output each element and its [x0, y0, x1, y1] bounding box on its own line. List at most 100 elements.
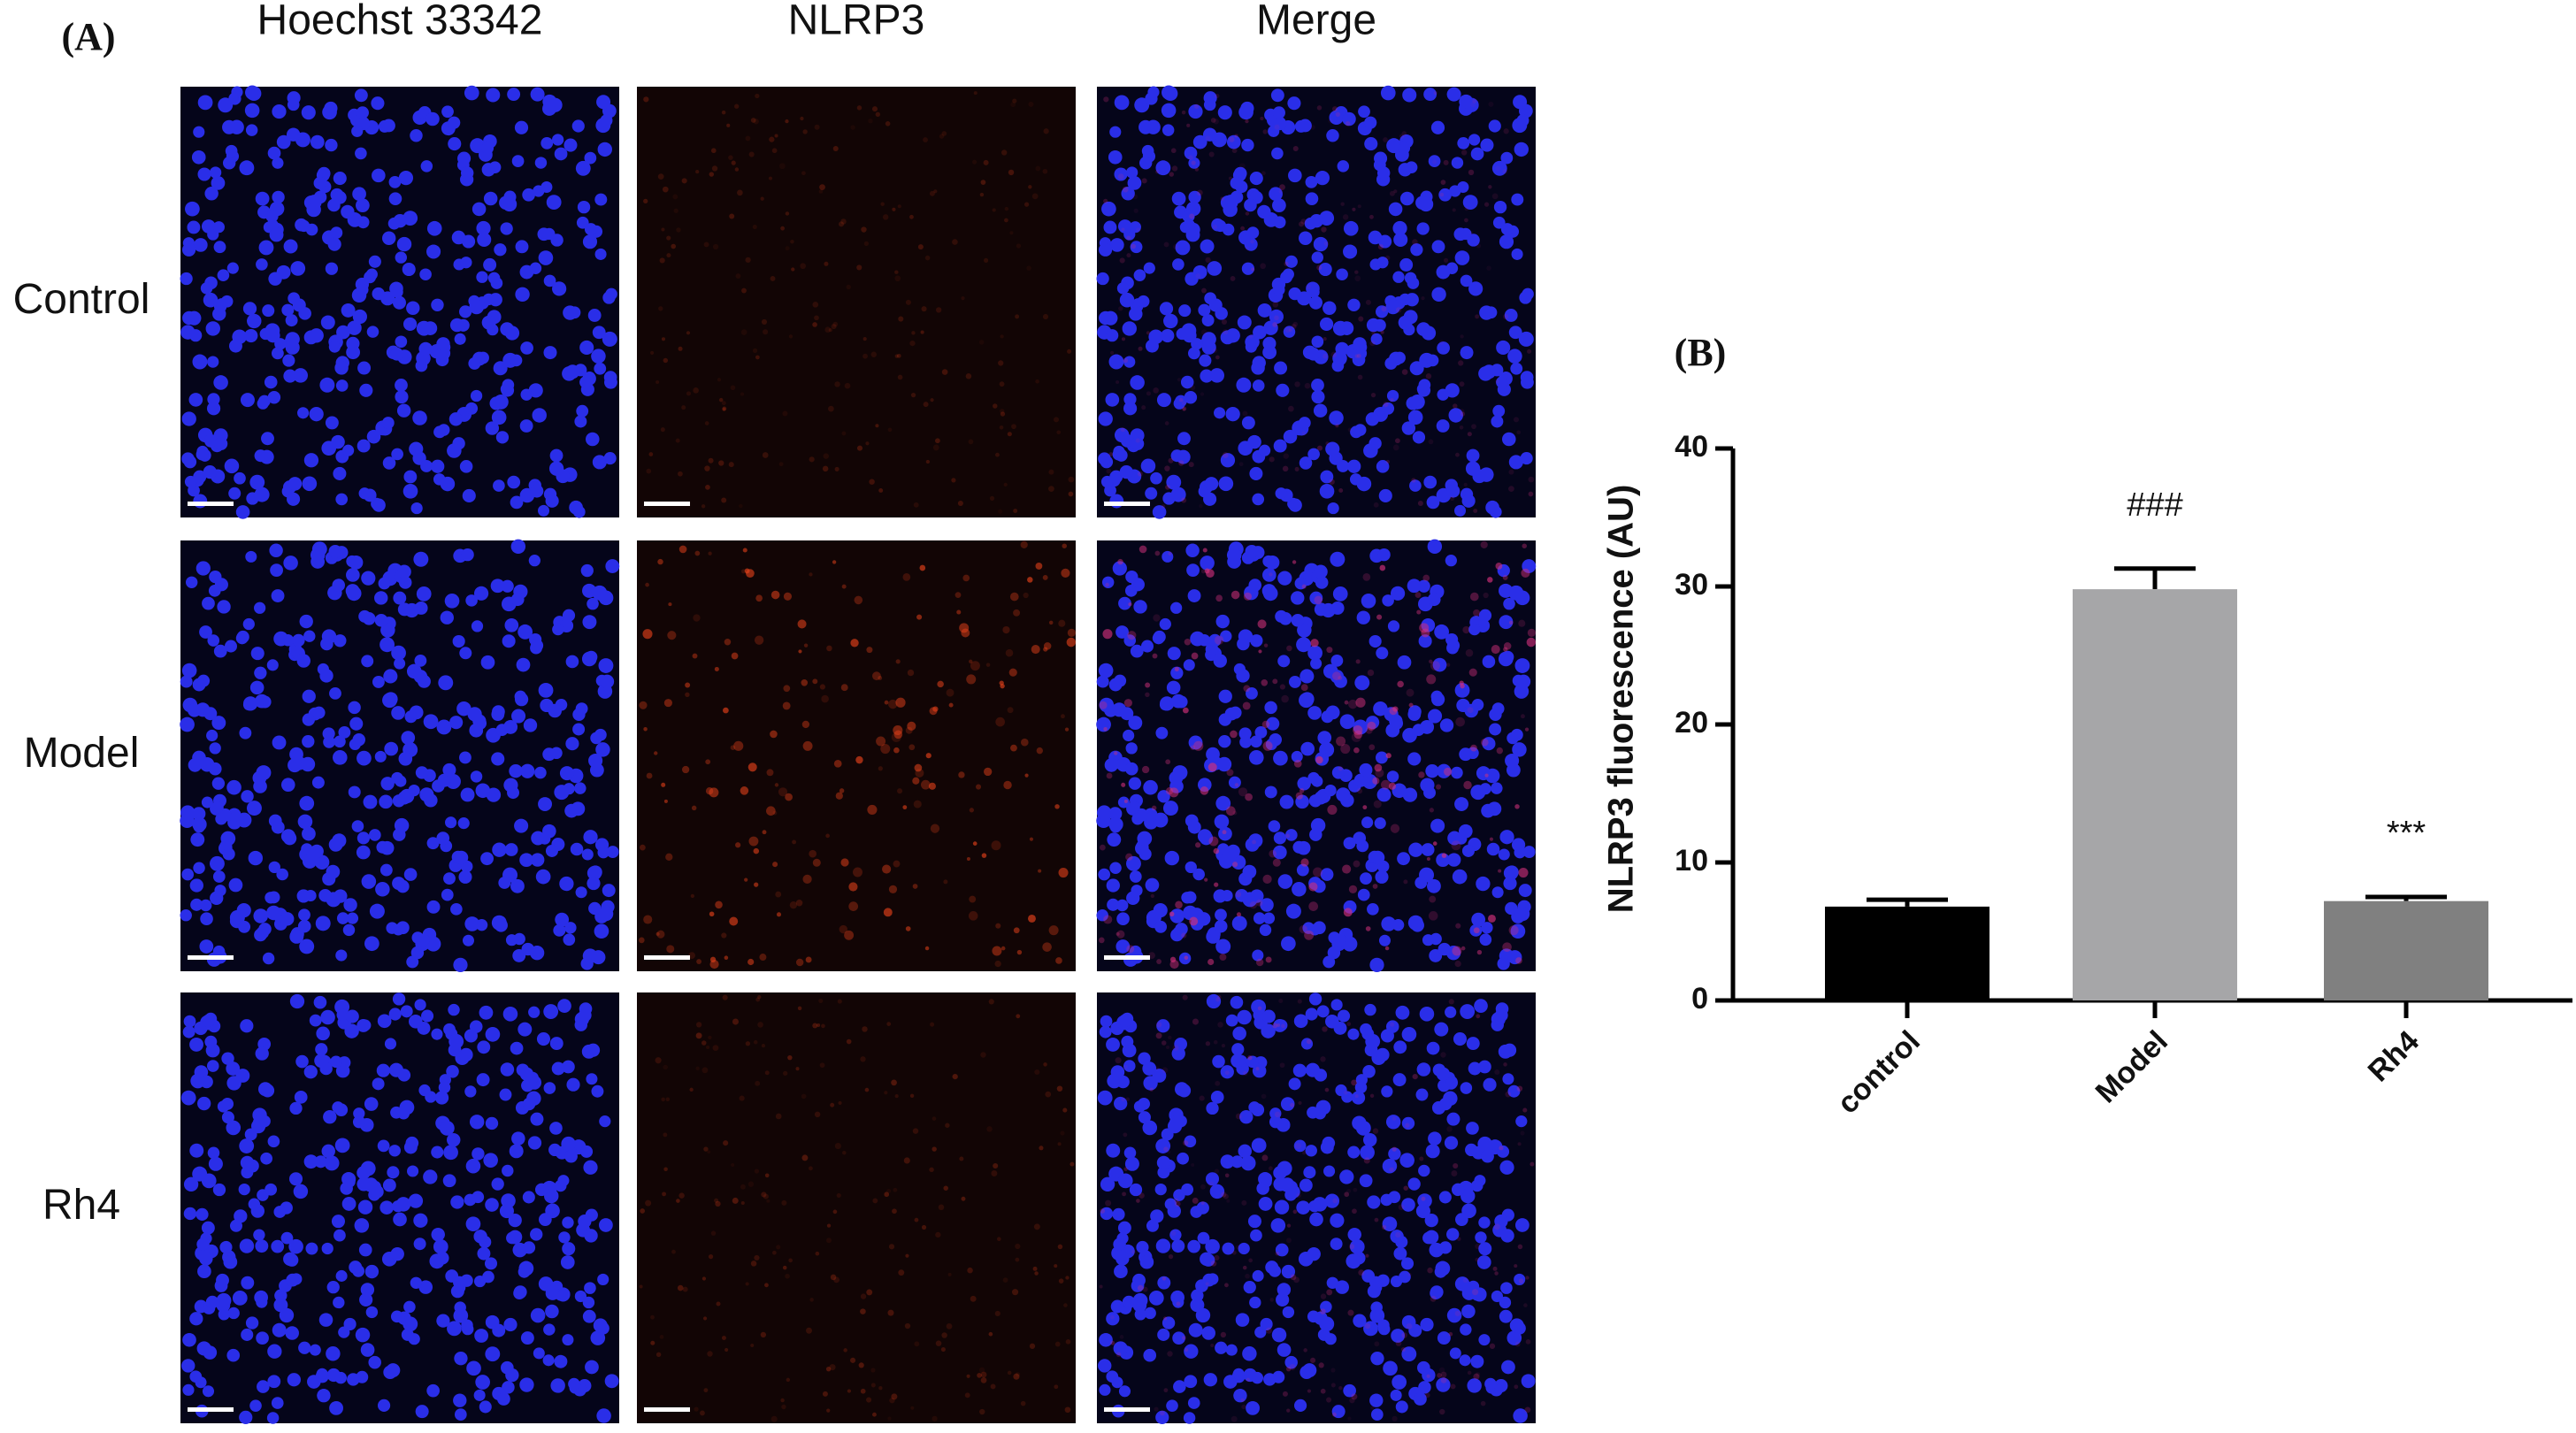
- red-signal: [1252, 839, 1257, 845]
- nucleus: [1138, 119, 1154, 134]
- red-signal: [677, 1284, 684, 1291]
- red-signal: [1503, 647, 1508, 652]
- nucleus: [235, 632, 249, 645]
- red-signal: [854, 595, 863, 605]
- nucleus: [1119, 292, 1135, 308]
- red-signal: [894, 275, 901, 282]
- nucleus: [570, 842, 584, 856]
- nucleus: [597, 847, 610, 859]
- nucleus: [511, 709, 526, 724]
- nucleus: [1455, 1213, 1468, 1226]
- nucleus: [580, 1145, 594, 1158]
- nucleus: [486, 787, 502, 802]
- nucleus: [1244, 198, 1257, 212]
- nucleus: [410, 129, 423, 142]
- red-signal: [870, 351, 878, 357]
- nucleus: [1507, 950, 1522, 965]
- red-signal: [1035, 379, 1039, 384]
- red-signal: [1230, 730, 1238, 739]
- nucleus: [1099, 1332, 1113, 1347]
- nucleus: [602, 331, 617, 347]
- red-signal: [1020, 540, 1028, 548]
- red-signal: [988, 999, 994, 1005]
- red-signal: [1383, 402, 1389, 408]
- nucleus: [1097, 1090, 1113, 1106]
- nucleus: [523, 718, 538, 732]
- red-signal: [1150, 893, 1154, 899]
- red-signal: [1214, 1254, 1220, 1261]
- nucleus: [1392, 918, 1405, 931]
- nucleus: [1231, 1043, 1245, 1056]
- nucleus: [348, 785, 361, 799]
- red-signal: [977, 1373, 982, 1378]
- nucleus: [530, 484, 544, 498]
- nucleus: [267, 1375, 281, 1389]
- nucleus: [1220, 630, 1232, 642]
- nucleus: [1375, 870, 1389, 884]
- nucleus: [606, 846, 619, 859]
- nucleus: [375, 882, 390, 897]
- red-signal: [1039, 1146, 1044, 1151]
- nucleus: [380, 623, 395, 638]
- red-signal: [1238, 787, 1248, 797]
- nucleus: [591, 950, 606, 965]
- red-signal: [660, 427, 665, 433]
- nucleus: [1187, 1239, 1201, 1253]
- nucleus: [1187, 820, 1201, 834]
- red-signal: [681, 178, 687, 184]
- nucleus: [1271, 147, 1284, 160]
- nucleus: [457, 151, 472, 165]
- nucleus: [211, 176, 226, 190]
- nucleus: [358, 487, 371, 500]
- nucleus: [1106, 878, 1120, 893]
- nucleus: [1365, 412, 1380, 426]
- red-signal: [1000, 411, 1006, 417]
- nucleus: [1294, 577, 1307, 590]
- nucleus: [297, 814, 313, 830]
- red-signal: [841, 431, 847, 436]
- red-signal: [1272, 678, 1278, 685]
- nucleus: [1124, 1156, 1139, 1171]
- nucleus: [500, 1062, 515, 1077]
- nucleus: [328, 341, 341, 353]
- red-signal: [1527, 349, 1532, 354]
- red-signal: [914, 1341, 920, 1347]
- nucleus: [1283, 429, 1298, 444]
- red-signal: [722, 406, 727, 411]
- red-signal: [1123, 357, 1129, 364]
- nucleus: [502, 1164, 514, 1177]
- red-signal: [1141, 765, 1150, 774]
- nucleus: [544, 1188, 559, 1204]
- nucleus: [1096, 716, 1111, 732]
- nucleus: [1247, 1215, 1261, 1229]
- red-signal: [887, 427, 893, 433]
- nucleus: [582, 1296, 595, 1309]
- nucleus: [1096, 805, 1112, 820]
- red-signal: [1405, 1123, 1410, 1128]
- red-signal: [895, 697, 906, 708]
- red-signal: [712, 1045, 719, 1052]
- nucleus: [1499, 1296, 1512, 1309]
- nucleus: [320, 315, 335, 330]
- red-signal: [1151, 805, 1157, 811]
- red-signal: [1462, 1277, 1468, 1284]
- red-signal: [1278, 998, 1284, 1004]
- nucleus: [334, 889, 348, 903]
- nucleus: [345, 1009, 359, 1023]
- nucleus: [352, 187, 366, 202]
- red-signal: [872, 1198, 878, 1204]
- nucleus: [1157, 790, 1170, 803]
- red-signal: [1380, 330, 1384, 334]
- red-signal: [1013, 509, 1018, 513]
- red-signal: [1475, 1243, 1481, 1250]
- nucleus: [514, 120, 529, 134]
- nucleus: [1273, 439, 1287, 453]
- red-signal: [1165, 484, 1170, 490]
- nucleus: [402, 262, 416, 277]
- nucleus: [594, 193, 608, 206]
- nucleus: [1146, 1219, 1159, 1232]
- nucleus: [558, 1231, 571, 1244]
- red-signal: [1285, 833, 1290, 839]
- nucleus: [1516, 114, 1530, 127]
- nucleus: [1280, 1177, 1295, 1192]
